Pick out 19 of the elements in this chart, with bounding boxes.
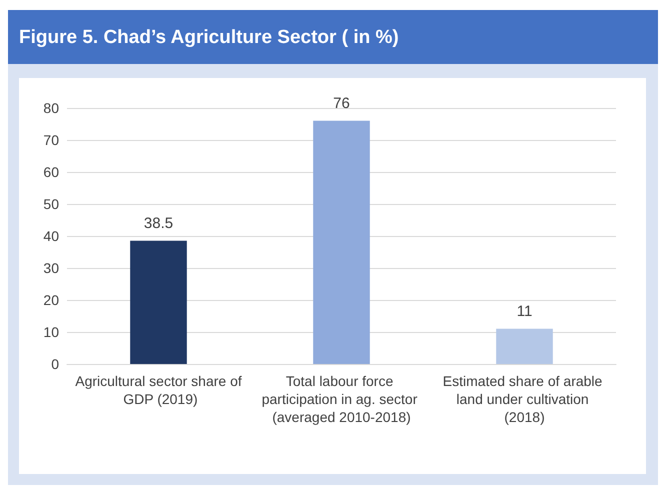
y-tick-label: 70 [43,132,60,148]
data-label: 38.5 [144,214,174,232]
y-tick-label: 10 [43,324,60,340]
y-tick-label: 30 [43,260,60,276]
x-tick-label: Estimated share of arable land under cultivation (2018) [442,373,606,425]
x-tick-label: Agricultural sector share of GDP (2019) [75,373,242,407]
chart-title: Figure 5. Chad’s Agriculture Sector ( in %) [8,10,658,64]
bar [130,240,187,364]
y-tick-label: 0 [51,356,60,372]
y-tick-label: 60 [43,164,60,180]
bar [313,120,370,364]
y-tick-label: 20 [43,292,60,308]
data-label: 76 [333,94,350,112]
x-tick-label: Total labour force participation in ag. sector (averaged 2010-2018) [262,373,422,425]
y-tick-label: 80 [43,100,60,116]
bar [496,328,553,364]
data-label: 11 [516,302,532,320]
y-tick-label: 40 [43,228,60,244]
y-tick-label: 50 [43,196,60,212]
